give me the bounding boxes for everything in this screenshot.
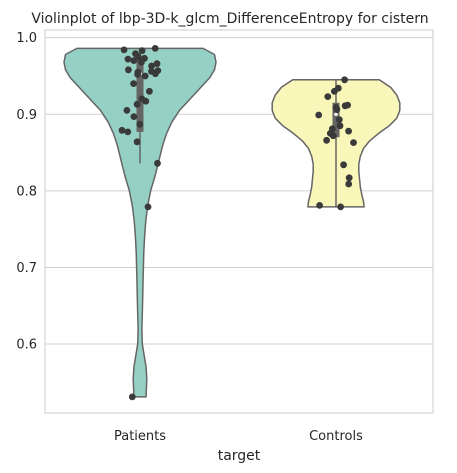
y-tick-label: 0.7 xyxy=(16,261,37,276)
data-point xyxy=(329,132,337,140)
data-point xyxy=(130,57,138,64)
data-point xyxy=(152,70,159,78)
data-point xyxy=(128,393,136,401)
data-point xyxy=(136,120,144,128)
data-point xyxy=(331,87,338,95)
median-marker xyxy=(334,112,338,117)
data-point xyxy=(138,58,145,66)
data-point xyxy=(341,102,349,110)
chart-title: Violinplot of lbp-3D-k_glcm_DifferenceEn… xyxy=(31,11,428,27)
y-tick-label: 0.9 xyxy=(16,108,37,123)
data-point xyxy=(148,62,156,70)
data-point xyxy=(118,126,126,134)
data-point xyxy=(138,47,146,55)
data-point xyxy=(316,202,323,209)
y-tick-label: 0.6 xyxy=(16,338,37,353)
y-tick-label: 1.0 xyxy=(16,31,37,46)
x-tick-label: Patients xyxy=(114,429,166,444)
data-point xyxy=(130,113,138,120)
data-point xyxy=(133,100,141,108)
data-point xyxy=(333,106,341,114)
data-point xyxy=(345,174,353,182)
data-point xyxy=(123,107,131,114)
data-point xyxy=(142,97,150,105)
data-point xyxy=(336,122,344,130)
data-point xyxy=(124,66,132,74)
data-point xyxy=(323,136,330,144)
data-point xyxy=(345,180,353,188)
x-axis-ticks: Patients Controls xyxy=(114,429,363,444)
data-point xyxy=(130,80,138,87)
data-point xyxy=(341,76,348,84)
data-point xyxy=(154,159,161,167)
data-point xyxy=(335,116,343,123)
data-point xyxy=(134,53,142,61)
data-point xyxy=(337,203,344,211)
data-point xyxy=(315,111,323,119)
data-point xyxy=(120,46,128,54)
data-point xyxy=(146,87,153,95)
data-point xyxy=(134,71,142,78)
x-axis-label: target xyxy=(218,448,261,464)
data-point xyxy=(124,55,132,63)
data-point xyxy=(133,138,141,146)
violins xyxy=(63,47,401,398)
data-point xyxy=(340,161,347,169)
data-point xyxy=(345,127,352,135)
x-tick-label: Controls xyxy=(309,429,363,444)
data-point xyxy=(151,45,159,52)
iqr-box xyxy=(136,59,144,132)
y-axis-ticks: 0.6 0.7 0.8 0.9 1.0 xyxy=(16,31,37,352)
data-point xyxy=(124,128,132,136)
plot-area-frame xyxy=(44,29,434,414)
data-point xyxy=(144,203,152,211)
data-point xyxy=(141,72,149,80)
y-tick-label: 0.8 xyxy=(16,184,37,199)
data-point xyxy=(324,93,332,100)
data-point xyxy=(153,60,161,68)
data-point xyxy=(350,139,357,147)
data-points xyxy=(118,45,357,401)
